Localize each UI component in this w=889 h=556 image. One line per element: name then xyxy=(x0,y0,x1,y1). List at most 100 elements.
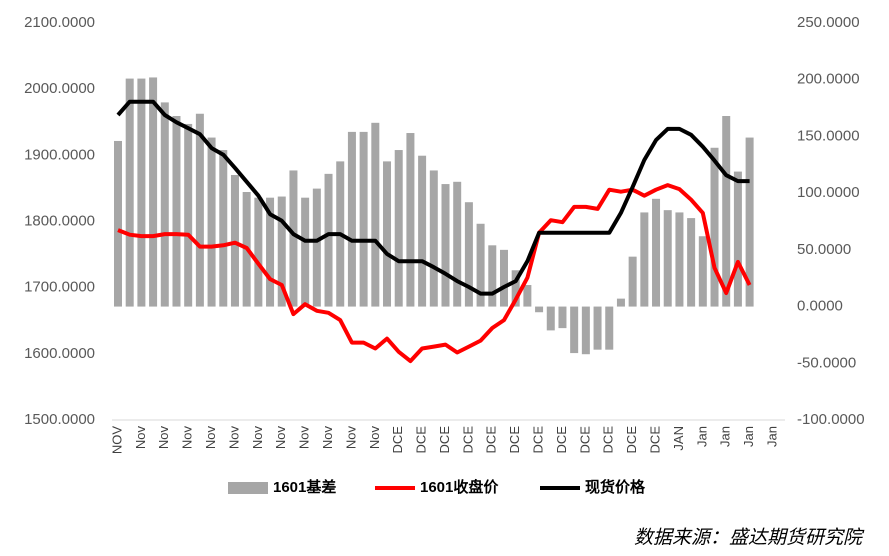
bar xyxy=(523,285,532,307)
legend-swatch xyxy=(228,482,268,494)
bar xyxy=(476,223,485,307)
x-tick-label: Nov xyxy=(226,426,241,450)
bar xyxy=(722,116,731,307)
bar xyxy=(359,131,368,307)
bar xyxy=(546,306,555,331)
y-tick-label: 1500.0000 xyxy=(24,411,95,428)
bar xyxy=(605,306,614,350)
bar xyxy=(254,197,263,307)
bar xyxy=(184,123,193,307)
bar xyxy=(488,245,497,307)
y-tick-label: 1700.0000 xyxy=(24,279,95,296)
bar xyxy=(371,122,380,307)
bar xyxy=(160,102,169,307)
x-tick-label: Nov xyxy=(156,426,171,450)
bar xyxy=(125,78,134,307)
source-note: 数据来源：盛达期货研究院 xyxy=(634,527,865,549)
bar xyxy=(394,150,403,307)
bar xyxy=(710,147,719,307)
bar xyxy=(277,196,286,307)
bar xyxy=(558,306,567,329)
x-tick-label: Jan xyxy=(741,426,756,447)
bar xyxy=(324,173,333,307)
line xyxy=(117,183,752,364)
x-tick-label: DCE xyxy=(460,426,475,454)
bar xyxy=(289,170,298,307)
x-tick-label: Nov xyxy=(367,426,382,450)
y2-tick-label: 200.0000 xyxy=(797,71,860,88)
x-tick-label: DCE xyxy=(437,426,452,454)
bar xyxy=(570,306,579,354)
y2-tick-label: -100.0000 xyxy=(797,411,865,428)
bar xyxy=(137,78,146,307)
x-tick-label: Nov xyxy=(180,426,195,450)
bar xyxy=(219,150,228,307)
x-tick-label: DCE xyxy=(414,426,429,454)
legend-label: 1601收盘价 xyxy=(420,478,499,496)
x-tick-label: Jan xyxy=(764,426,779,447)
y2-tick-label: 100.0000 xyxy=(797,184,860,201)
bar xyxy=(441,184,450,307)
y-tick-label: 1800.0000 xyxy=(24,212,95,229)
bar xyxy=(535,306,544,313)
legend-label: 现货价格 xyxy=(585,478,646,496)
x-tick-label: DCE xyxy=(390,426,405,454)
bar xyxy=(628,256,637,307)
x-tick-label: Jan xyxy=(694,426,709,447)
x-tick-label: DCE xyxy=(647,426,662,454)
bar xyxy=(207,137,216,307)
x-tick-label: Nov xyxy=(203,426,218,450)
bar xyxy=(745,137,754,307)
bar xyxy=(266,197,275,307)
bar xyxy=(464,202,473,307)
line xyxy=(116,99,750,296)
bar xyxy=(511,270,520,307)
bar xyxy=(499,249,508,307)
bar xyxy=(195,113,204,307)
x-tick-label: Nov xyxy=(250,426,265,450)
y-tick-label: 2100.0000 xyxy=(24,14,95,31)
x-tick-label: DCE xyxy=(484,426,499,454)
x-tick-label: DCE xyxy=(554,426,569,454)
bar xyxy=(418,155,427,307)
bar xyxy=(581,306,590,355)
x-tick-label: DCE xyxy=(601,426,616,454)
bar xyxy=(675,212,684,307)
bar xyxy=(149,77,158,307)
bar xyxy=(453,181,462,307)
x-tick-label: Nov xyxy=(320,426,335,450)
bar xyxy=(301,197,310,307)
bar xyxy=(663,210,672,307)
y-tick-label: 1900.0000 xyxy=(24,146,95,163)
x-tick-label: Nov xyxy=(343,426,358,450)
x-tick-label: Nov xyxy=(297,426,312,450)
bar xyxy=(383,161,392,307)
y-tick-label: 2000.0000 xyxy=(24,80,95,97)
bar xyxy=(406,133,415,307)
y2-tick-label: 250.0000 xyxy=(797,14,860,31)
bar xyxy=(698,236,707,307)
x-tick-label: DCE xyxy=(531,426,546,454)
y2-tick-label: 50.0000 xyxy=(797,241,851,258)
bar xyxy=(114,140,122,307)
y-tick-label: 1600.0000 xyxy=(24,345,95,362)
y2-tick-label: -50.0000 xyxy=(797,354,856,371)
x-tick-label: Nov xyxy=(273,426,288,450)
x-tick-label: Nov xyxy=(133,426,148,450)
bar xyxy=(312,188,321,307)
x-tick-label: JAN xyxy=(671,426,686,451)
legend-label: 1601基差 xyxy=(273,478,336,496)
x-tick-label: DCE xyxy=(624,426,639,454)
x-tick-label: DCE xyxy=(577,426,592,454)
bar xyxy=(733,171,742,307)
bar xyxy=(429,170,438,307)
x-tick-label: Jan xyxy=(718,426,733,447)
bar xyxy=(616,298,625,307)
y2-tick-label: 150.0000 xyxy=(797,127,860,144)
x-tick-label: NOV xyxy=(109,426,124,455)
bar xyxy=(687,218,696,307)
bar xyxy=(640,212,649,307)
y2-tick-label: 0.0000 xyxy=(797,298,843,315)
bar xyxy=(347,131,356,307)
